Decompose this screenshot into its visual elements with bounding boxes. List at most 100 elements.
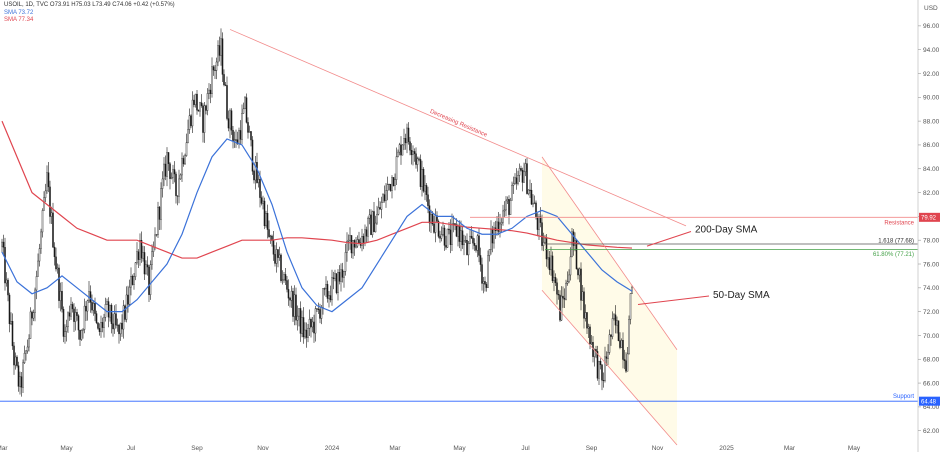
candle-body <box>14 356 17 366</box>
candle-body <box>212 66 215 71</box>
candle-body <box>532 203 534 205</box>
candle-body <box>584 312 587 319</box>
candle-body <box>473 242 476 246</box>
candle-body <box>232 130 234 141</box>
candle-body <box>379 207 381 210</box>
candle-body <box>295 294 297 321</box>
candle-body <box>385 190 387 201</box>
sma50-annotation: 50-Day SMA <box>713 290 770 301</box>
candle-body <box>409 141 411 151</box>
candle-body <box>250 131 252 141</box>
candle-body <box>137 251 140 260</box>
candle-body <box>589 326 591 345</box>
channel-upper-line[interactable] <box>541 156 678 350</box>
candle-body <box>575 240 578 270</box>
candle-body <box>155 234 158 236</box>
candle-body <box>134 262 137 277</box>
candle-body <box>199 102 201 112</box>
x-tick-label: Mar <box>0 445 8 452</box>
channel-lower-line[interactable] <box>541 289 678 446</box>
candle-body <box>382 194 384 203</box>
candle-body <box>377 207 380 215</box>
candle-body <box>133 276 135 285</box>
resistance-label: Resistance <box>884 220 914 226</box>
candle-body <box>622 339 624 360</box>
candle-body <box>262 200 264 204</box>
candle-body <box>322 288 324 308</box>
candle-body <box>403 138 405 146</box>
candle-body <box>20 376 23 388</box>
candle-body <box>527 189 530 194</box>
candle-body <box>422 169 425 192</box>
candle-body <box>332 277 335 279</box>
candle-body <box>193 99 195 105</box>
candle-body <box>455 224 458 237</box>
candle-body <box>578 268 581 276</box>
candles-layer <box>1 28 633 397</box>
x-tick-label: 2024 <box>325 445 340 452</box>
candle-body <box>83 305 86 330</box>
candle-body <box>550 255 552 271</box>
candle-body <box>451 223 453 245</box>
candle-body <box>514 177 516 184</box>
candle-body <box>196 93 198 111</box>
candle-body <box>277 249 279 258</box>
candle-body <box>173 169 176 175</box>
candle-body <box>553 277 555 282</box>
candle-body <box>386 184 389 192</box>
candle-body <box>31 311 33 319</box>
candle-body <box>245 97 248 123</box>
candle-body <box>374 222 377 233</box>
legend-sma-200: SMA 77.34 <box>4 17 34 23</box>
candle-body <box>548 257 551 271</box>
candle-body <box>563 297 566 300</box>
candle-body <box>509 200 512 215</box>
candle-body <box>481 264 483 284</box>
x-tick-label: Sep <box>191 445 203 452</box>
candle-body <box>298 308 300 317</box>
candle-body <box>248 131 251 133</box>
candle-body <box>70 304 72 317</box>
candle-body <box>121 322 123 330</box>
candle-body <box>169 163 171 179</box>
decreasing-resistance-line[interactable] <box>229 29 687 227</box>
candle-body <box>46 172 48 192</box>
candle-body <box>247 122 249 133</box>
candle-body <box>499 223 501 232</box>
candle-body <box>349 235 351 241</box>
candle-body <box>421 169 423 187</box>
candle-body <box>163 163 165 180</box>
candle-body <box>368 214 371 219</box>
candle-body <box>10 321 12 325</box>
candle-body <box>157 206 159 235</box>
candle-body <box>448 228 450 231</box>
candle-body <box>529 189 531 191</box>
candle-body <box>517 175 519 184</box>
candle-body <box>206 93 209 111</box>
candle-body <box>401 144 404 156</box>
candle-body <box>542 241 545 246</box>
candle-body <box>535 202 537 218</box>
candle-body <box>197 109 200 112</box>
candle-body <box>265 213 267 227</box>
candle-body <box>299 308 302 334</box>
time-axis[interactable]: Mar May Jul Sep Nov 2024 Mar May Jul Sep Nov 2025 Ma… <box>0 445 861 452</box>
candle-body <box>238 130 240 144</box>
candle-body <box>319 309 321 319</box>
candle-body <box>415 153 417 165</box>
candle-body <box>547 257 549 260</box>
candle-body <box>113 313 116 330</box>
candle-body <box>476 235 479 251</box>
candle-body <box>280 254 282 281</box>
candle-body <box>187 129 189 143</box>
candle-body <box>118 324 120 335</box>
candle-body <box>119 322 122 335</box>
candle-body <box>593 349 596 357</box>
candle-body <box>203 105 206 133</box>
candle-body <box>380 201 383 210</box>
candle-body <box>257 179 260 183</box>
x-tick-label: Jul <box>521 445 530 452</box>
sma-200-line <box>1 120 633 259</box>
